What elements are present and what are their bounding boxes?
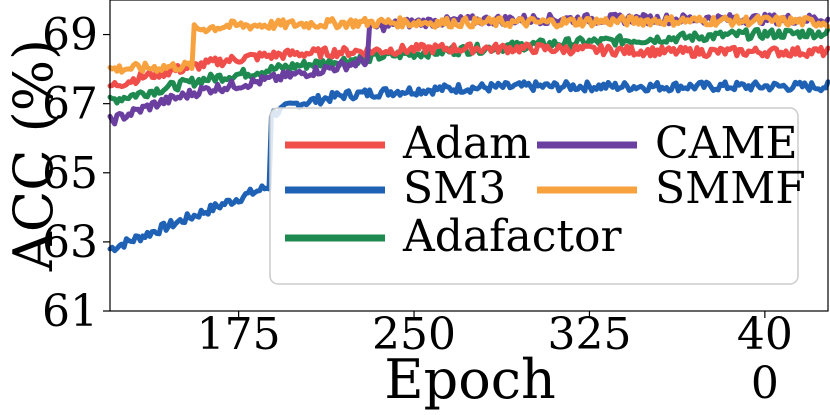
x-tick-label: 250 xyxy=(372,309,456,360)
series-line-sm3 xyxy=(107,79,830,254)
legend-label-adafactor: Adafactor xyxy=(402,211,623,262)
tick-layer: 61 63 65 67 69 175 250 325 400 xyxy=(42,10,793,409)
y-tick-label: 69 xyxy=(42,10,98,61)
x-tick-label: 40 xyxy=(737,309,793,360)
series-layer xyxy=(107,11,830,254)
legend-label-smmf: SMMF xyxy=(655,163,806,214)
legend-label-sm3: SM3 xyxy=(403,163,506,214)
plot-frame xyxy=(109,0,829,312)
series-line-smmf xyxy=(107,13,830,75)
y-tick-label: 65 xyxy=(42,148,98,199)
y-axis-label: ACC (%) xyxy=(2,39,65,272)
legend-label-adam: Adam xyxy=(402,118,531,169)
x-tick-label-wrap: 0 xyxy=(751,358,779,409)
series-line-adafactor xyxy=(107,26,830,106)
x-axis-label: Epoch xyxy=(384,348,556,411)
legend: Adam SM3 Adafactor CAME SMMF xyxy=(269,107,806,285)
legend-label-came: CAME xyxy=(655,118,798,169)
legend-box xyxy=(269,107,799,285)
series-line-came xyxy=(107,11,830,127)
x-tick-label: 325 xyxy=(547,309,631,360)
series-line-adam xyxy=(107,41,830,90)
y-tick-label: 63 xyxy=(42,217,98,268)
y-tick-label: 67 xyxy=(42,79,98,130)
y-tick-label: 61 xyxy=(42,286,98,337)
x-tick-label: 175 xyxy=(197,309,281,360)
